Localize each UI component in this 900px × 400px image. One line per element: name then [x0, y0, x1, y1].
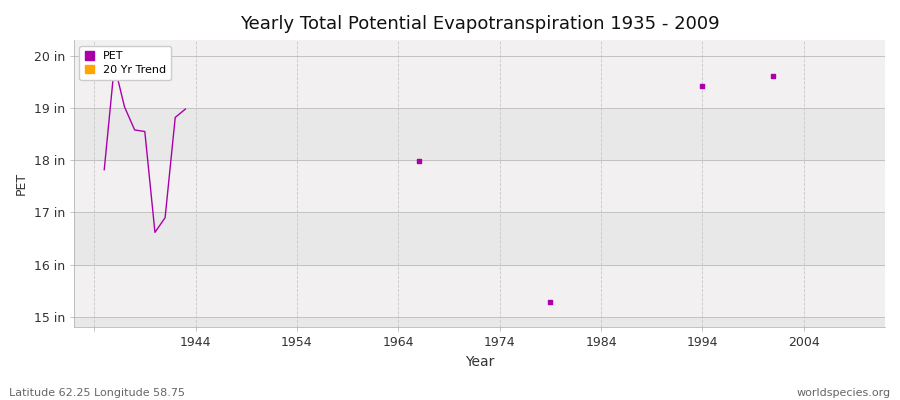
Bar: [74, 160, 885, 212]
Legend: PET, 20 Yr Trend: PET, 20 Yr Trend: [79, 46, 171, 80]
Bar: [74, 265, 885, 317]
Title: Yearly Total Potential Evapotranspiration 1935 - 2009: Yearly Total Potential Evapotranspiratio…: [239, 15, 719, 33]
Point: [544, 299, 558, 306]
Bar: [74, 317, 885, 328]
Y-axis label: PET: PET: [15, 172, 28, 195]
Bar: [74, 40, 885, 108]
Point: [696, 83, 710, 89]
Bar: [74, 108, 885, 160]
X-axis label: Year: Year: [464, 355, 494, 369]
Bar: [74, 212, 885, 265]
Point: [766, 72, 780, 79]
Text: Latitude 62.25 Longitude 58.75: Latitude 62.25 Longitude 58.75: [9, 388, 185, 398]
Point: [411, 158, 426, 164]
Text: worldspecies.org: worldspecies.org: [796, 388, 891, 398]
